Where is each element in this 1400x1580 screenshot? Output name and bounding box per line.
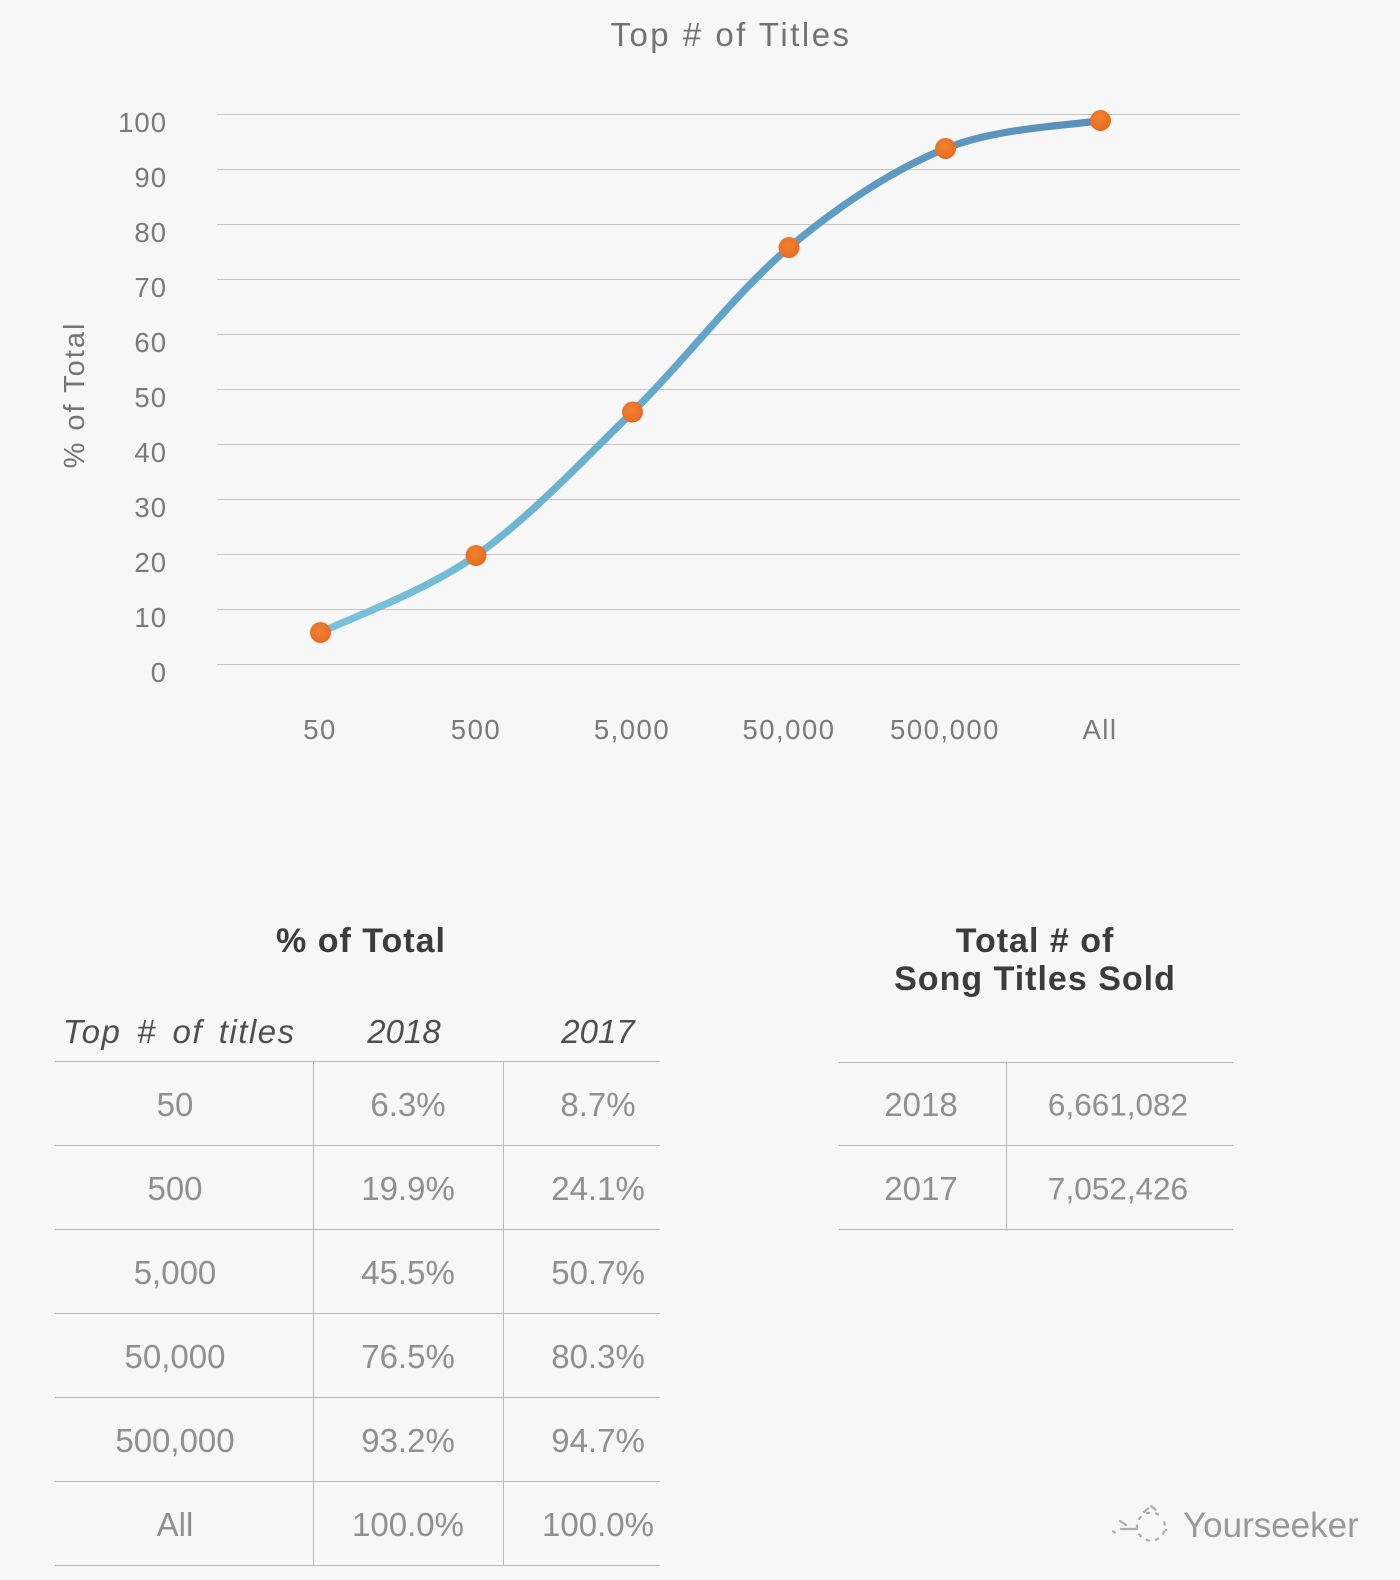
svg-text:90: 90 (134, 162, 167, 193)
svg-text:50: 50 (303, 714, 337, 745)
svg-text:5,000: 5,000 (594, 714, 670, 745)
svg-text:0: 0 (151, 657, 167, 688)
svg-text:100: 100 (118, 107, 167, 138)
svg-text:500: 500 (451, 714, 501, 745)
svg-text:40: 40 (134, 437, 167, 468)
svg-text:70: 70 (134, 272, 167, 303)
svg-text:30: 30 (134, 492, 167, 523)
svg-text:50: 50 (134, 382, 167, 413)
svg-text:60: 60 (134, 327, 167, 358)
svg-text:Yourseeker: Yourseeker (1183, 1506, 1359, 1545)
svg-text:All: All (1082, 714, 1117, 745)
svg-text:10: 10 (134, 602, 167, 633)
svg-text:Top # of Titles: Top # of Titles (610, 16, 851, 53)
svg-text:80: 80 (134, 217, 167, 248)
svg-text:500,000: 500,000 (890, 714, 1000, 745)
svg-text:% of Total: % of Total (59, 322, 91, 469)
svg-text:20: 20 (134, 547, 167, 578)
svg-text:50,000: 50,000 (742, 714, 835, 745)
